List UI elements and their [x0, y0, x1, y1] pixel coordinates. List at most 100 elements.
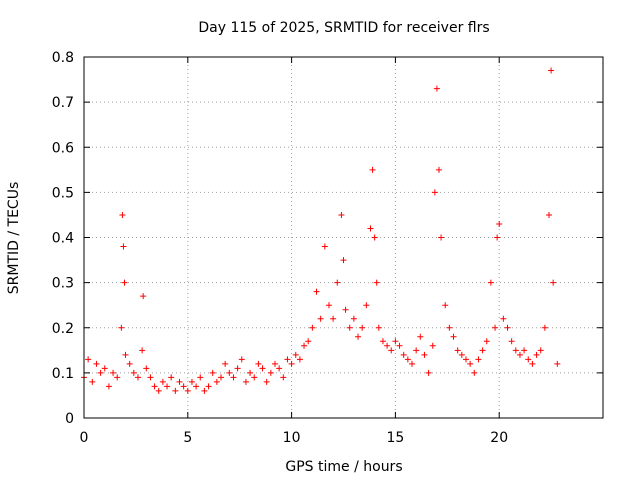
data-point — [450, 333, 457, 340]
data-point — [496, 220, 503, 227]
data-point — [263, 378, 270, 385]
data-point — [321, 243, 328, 250]
data-point — [164, 383, 171, 390]
data-point — [409, 360, 416, 367]
data-point — [97, 369, 104, 376]
data-point — [309, 324, 316, 331]
data-point — [338, 211, 345, 218]
data-point — [247, 369, 254, 376]
data-point — [546, 211, 553, 218]
y-tick-label: 0.1 — [52, 366, 74, 382]
data-point — [317, 315, 324, 322]
data-points — [81, 67, 561, 394]
data-point — [159, 378, 166, 385]
data-point — [222, 360, 229, 367]
data-point — [508, 338, 515, 345]
data-point — [193, 383, 200, 390]
data-point — [147, 374, 154, 381]
data-point — [379, 338, 386, 345]
y-tick-label: 0 — [65, 411, 74, 427]
data-point — [305, 338, 312, 345]
data-point — [188, 378, 195, 385]
data-point — [139, 347, 146, 354]
data-point — [284, 356, 291, 363]
y-tick-label: 0.5 — [52, 185, 74, 201]
data-point — [172, 387, 179, 394]
data-point — [120, 243, 127, 250]
data-point — [143, 365, 150, 372]
grid-lines — [84, 57, 603, 418]
data-point — [201, 387, 208, 394]
data-point — [355, 333, 362, 340]
data-point — [359, 324, 366, 331]
data-point — [209, 369, 216, 376]
data-point — [292, 351, 299, 358]
data-point — [340, 257, 347, 264]
data-point — [122, 351, 129, 358]
data-point — [367, 225, 374, 232]
data-point — [126, 360, 133, 367]
y-tick-label: 0.3 — [52, 276, 74, 292]
data-point — [421, 351, 428, 358]
data-point — [168, 374, 175, 381]
data-point — [271, 360, 278, 367]
data-point — [180, 383, 187, 390]
data-point — [396, 342, 403, 349]
data-point — [134, 374, 141, 381]
data-point — [251, 374, 258, 381]
y-tick-label: 0.4 — [52, 231, 74, 247]
data-point — [89, 378, 96, 385]
x-tick-label: 0 — [80, 430, 89, 446]
data-point — [487, 279, 494, 286]
data-point — [288, 360, 295, 367]
data-point — [110, 369, 117, 376]
data-point — [334, 279, 341, 286]
data-point — [479, 347, 486, 354]
data-point — [369, 166, 376, 173]
data-point — [301, 342, 308, 349]
data-point — [218, 374, 225, 381]
data-point — [226, 369, 233, 376]
data-point — [350, 315, 357, 322]
data-point — [433, 85, 440, 92]
data-point — [280, 374, 287, 381]
data-point — [438, 234, 445, 241]
data-point — [504, 324, 511, 331]
data-point — [325, 302, 332, 309]
data-point — [330, 315, 337, 322]
data-point — [384, 342, 391, 349]
data-point — [442, 302, 449, 309]
data-point — [105, 383, 112, 390]
data-point — [346, 324, 353, 331]
data-point — [529, 360, 536, 367]
data-point — [234, 365, 241, 372]
data-point — [533, 351, 540, 358]
x-tick-label: 5 — [183, 430, 192, 446]
data-point — [255, 360, 262, 367]
data-point — [500, 315, 507, 322]
data-point — [525, 356, 532, 363]
data-point — [541, 324, 548, 331]
data-point — [471, 369, 478, 376]
data-point — [373, 279, 380, 286]
data-point — [259, 365, 266, 372]
data-point — [85, 356, 92, 363]
data-point — [119, 211, 126, 218]
data-point — [205, 383, 212, 390]
data-point — [554, 360, 561, 367]
data-point — [548, 67, 555, 74]
data-point — [483, 338, 490, 345]
data-point — [140, 293, 147, 300]
y-tick-label: 0.6 — [52, 140, 74, 156]
data-point — [492, 324, 499, 331]
data-point — [176, 378, 183, 385]
data-point — [512, 347, 519, 354]
data-point — [151, 383, 158, 390]
data-point — [197, 374, 204, 381]
data-point — [238, 356, 245, 363]
data-point — [363, 302, 370, 309]
data-point — [130, 369, 137, 376]
data-point — [550, 279, 557, 286]
data-point — [400, 351, 407, 358]
